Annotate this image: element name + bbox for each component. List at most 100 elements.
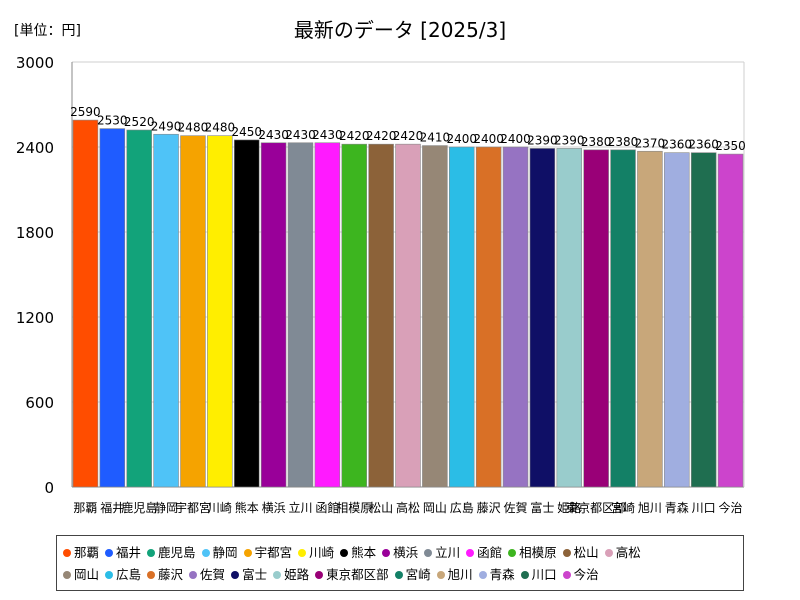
data-label: 2450 (231, 125, 262, 139)
bar (314, 142, 341, 488)
legend-item: 立川 (424, 542, 460, 561)
bar-chart: 0 600 1200 1800 2400 3000 2590 那覇 2530 福井 2520 鹿児島 2… (16, 54, 746, 515)
x-tick-label: 川口 (692, 501, 716, 515)
data-label: 2380 (581, 135, 612, 149)
legend-marker (231, 571, 240, 579)
bar (180, 135, 206, 488)
bar (449, 146, 475, 488)
x-tick-label: 姫路 (557, 500, 581, 515)
x-tick-label: 鹿児島 (121, 500, 157, 515)
legend-label: 相模原 (519, 545, 557, 560)
legend-marker (604, 549, 613, 557)
legend-marker (340, 549, 349, 557)
legend-label: 静岡 (212, 545, 238, 560)
bar (556, 148, 583, 488)
legend-label: 川崎 (309, 545, 335, 560)
legend-marker (298, 549, 307, 557)
legend: 那覇 福井 鹿児島 静岡 宇都宮 川崎 熊本 横浜 立川 函館 相模原 松山 高松 岡山 広島 藤沢 佐賀 富士… (56, 535, 744, 591)
x-tick-label: 富士 (530, 500, 554, 515)
bar (717, 153, 744, 488)
x-tick-label: 相模原 (336, 501, 372, 515)
legend-item: 函館 (466, 542, 502, 561)
legend-marker (394, 571, 403, 579)
legend-marker (436, 571, 445, 579)
legend-label: 藤沢 (158, 567, 184, 582)
chart-title: 最新のデータ [2025/3] (293, 18, 507, 42)
legend-marker (382, 549, 391, 557)
legend-item: 宮崎 (394, 564, 431, 583)
data-label: 2520 (124, 115, 155, 129)
legend-item: 川崎 (298, 542, 334, 561)
bar (368, 143, 394, 488)
x-tick-label: 青森 (665, 500, 689, 515)
x-tick-label: 藤沢 (477, 501, 501, 515)
bar (207, 135, 233, 488)
legend-marker (562, 549, 571, 557)
y-tick-label: 2400 (16, 139, 54, 157)
legend-label: 熊本 (351, 545, 377, 560)
legend-label: 宇都宮 (254, 545, 293, 560)
unit-label: [単位：円] (14, 23, 81, 39)
legend-marker (478, 571, 487, 579)
data-label: 2430 (312, 128, 343, 142)
legend-marker (508, 549, 517, 557)
bar (610, 149, 636, 488)
bar (664, 152, 690, 488)
bar (126, 129, 152, 488)
legend-marker (63, 549, 71, 557)
legend-row: 那覇 福井 鹿児島 静岡 宇都宮 川崎 熊本 横浜 立川 函館 相模原 松山 高松 (63, 542, 647, 561)
legend-label: 富士 (242, 567, 268, 582)
legend-marker (315, 571, 324, 579)
legend-marker (147, 549, 156, 557)
legend-item: 富士 (231, 564, 267, 583)
legend-marker (189, 571, 198, 579)
bar (233, 139, 260, 488)
data-label: 2420 (366, 129, 397, 143)
legend-item: 熊本 (340, 542, 376, 561)
x-tick-label: 宮崎 (611, 500, 635, 515)
y-tick-label: 1800 (16, 224, 54, 242)
bar (99, 128, 126, 488)
data-label: 2360 (662, 138, 693, 152)
legend-marker (520, 571, 529, 579)
bar (690, 152, 717, 488)
legend-item: 広島 (105, 564, 141, 583)
bar (529, 148, 556, 488)
legend-label: 旭川 (447, 567, 473, 582)
x-tick-label: 函館 (315, 500, 339, 515)
data-label: 2490 (151, 119, 182, 133)
y-tick-label: 600 (25, 394, 54, 412)
legend-marker (105, 549, 114, 557)
bar (422, 145, 448, 488)
legend-item: 青森 (478, 564, 515, 583)
legend-item: 高松 (604, 542, 641, 561)
y-tick-label: 0 (44, 479, 54, 497)
data-label: 2420 (393, 129, 424, 143)
bar (341, 143, 367, 488)
legend-marker (201, 549, 210, 557)
legend-item: 福井 (105, 542, 141, 561)
legend-marker (424, 549, 433, 557)
legend-item: 姫路 (273, 564, 309, 583)
bar (475, 146, 502, 488)
data-label: 2430 (285, 128, 316, 142)
legend-label: 函館 (477, 545, 503, 560)
data-label: 2380 (608, 135, 639, 149)
legend-label: 那覇 (74, 545, 100, 560)
legend-marker (147, 571, 156, 579)
x-tick-label: 今治 (719, 500, 743, 515)
legend-label: 青森 (489, 567, 515, 582)
legend-item: 那覇 (63, 542, 99, 561)
legend-label: 高松 (615, 545, 641, 560)
x-tick-label: 横浜 (262, 501, 286, 515)
x-tick-label: 宇都宮 (175, 500, 211, 515)
legend-label: 松山 (573, 545, 599, 560)
x-tick-label: 岡山 (423, 501, 447, 515)
legend-label: 川口 (531, 567, 557, 582)
bar (260, 142, 287, 488)
legend-label: 姫路 (284, 567, 310, 582)
data-label: 2390 (554, 133, 585, 147)
data-label: 2480 (178, 121, 209, 135)
legend-item: 旭川 (436, 564, 473, 583)
bar (637, 150, 663, 488)
